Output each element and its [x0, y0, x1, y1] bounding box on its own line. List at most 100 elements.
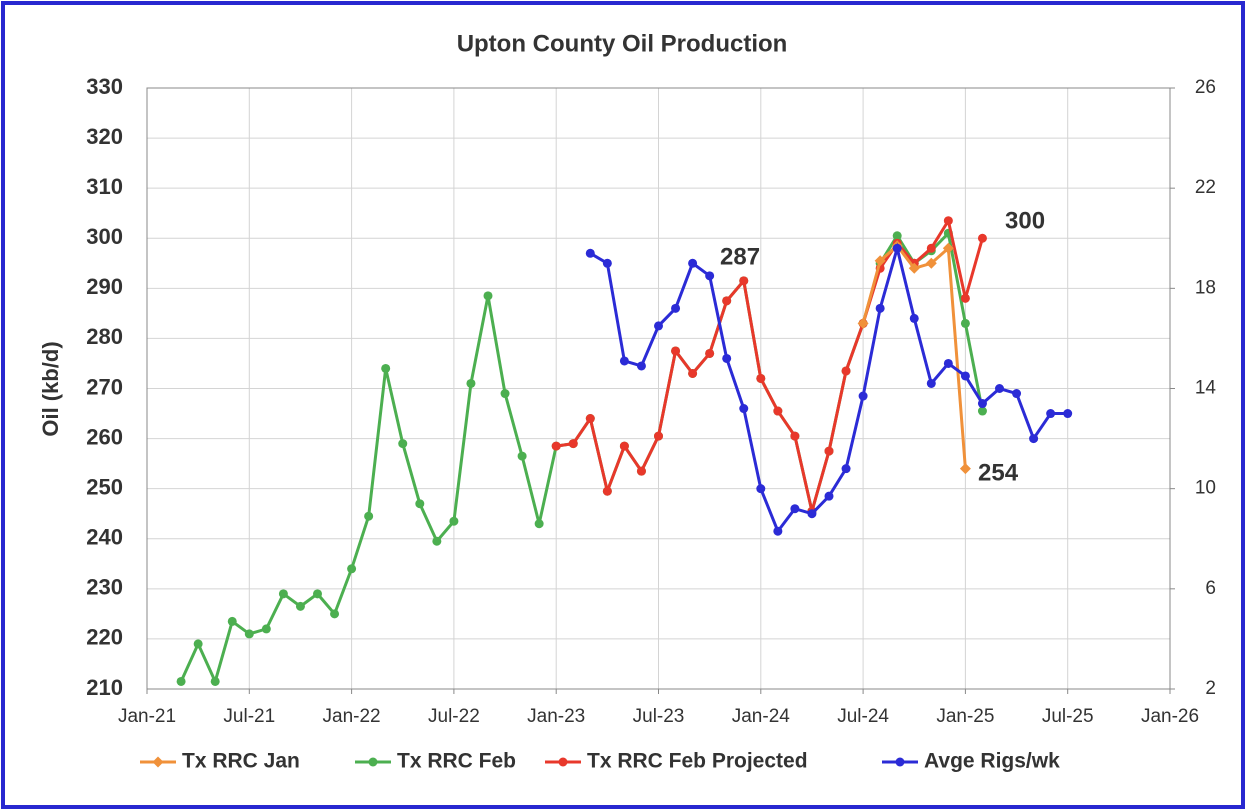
y-tick-label: 330	[86, 74, 123, 99]
marker	[977, 399, 987, 409]
x-tick-label: Jul-21	[223, 706, 275, 727]
y-tick-label: 240	[86, 525, 123, 550]
marker	[585, 248, 595, 258]
marker	[415, 499, 425, 509]
marker	[790, 504, 800, 514]
marker	[756, 484, 766, 494]
annotation: 287	[720, 243, 760, 270]
marker	[261, 624, 271, 634]
marker	[619, 356, 629, 366]
marker	[722, 353, 732, 363]
y2-tick-label: 26	[1195, 77, 1216, 98]
marker	[1046, 409, 1056, 419]
x-tick-label: Jan-23	[527, 706, 585, 727]
x-tick-label: Jan-26	[1141, 706, 1199, 727]
marker	[926, 243, 936, 253]
marker	[364, 511, 374, 521]
x-tick-label: Jan-21	[118, 706, 176, 727]
marker	[176, 676, 186, 686]
marker	[942, 242, 954, 254]
marker	[534, 519, 544, 529]
x-tick-label: Jan-24	[732, 706, 791, 727]
marker	[466, 378, 476, 388]
marker	[926, 378, 936, 388]
y-tick-label: 230	[86, 575, 123, 600]
marker	[193, 639, 203, 649]
y-axis-label: Oil (kb/d)	[38, 341, 63, 436]
marker	[995, 384, 1004, 393]
marker	[756, 373, 766, 383]
marker	[807, 509, 817, 519]
marker	[449, 516, 459, 526]
y-tick-label: 220	[86, 625, 123, 650]
marker	[313, 589, 322, 599]
y-tick-label: 270	[86, 374, 123, 399]
marker	[960, 371, 970, 381]
annotation: 300	[1005, 207, 1045, 234]
marker	[773, 406, 783, 416]
marker	[619, 441, 629, 451]
marker	[722, 296, 732, 306]
marker	[960, 293, 970, 303]
marker	[858, 391, 868, 401]
marker	[500, 389, 510, 399]
marker	[671, 346, 681, 356]
marker	[244, 629, 254, 639]
annotation: 254	[978, 459, 1019, 486]
marker	[739, 276, 749, 286]
marker	[210, 676, 220, 686]
marker	[1012, 389, 1022, 399]
chart-title: Upton County Oil Production	[457, 30, 788, 57]
y-tick-label: 210	[86, 675, 123, 700]
marker	[688, 258, 698, 268]
marker	[841, 464, 851, 474]
plot-border	[146, 87, 1171, 690]
marker	[152, 756, 164, 768]
x-tick-label: Jul-25	[1042, 706, 1094, 727]
marker	[1063, 409, 1073, 419]
x-tick-label: Jan-22	[323, 706, 381, 727]
marker	[585, 414, 595, 424]
marker	[1029, 434, 1039, 444]
marker	[432, 536, 442, 546]
marker	[892, 243, 902, 253]
y-tick-label: 290	[86, 274, 123, 299]
marker	[959, 463, 971, 475]
marker	[824, 491, 834, 501]
marker	[908, 262, 920, 274]
marker	[857, 317, 869, 329]
marker	[824, 446, 834, 456]
marker	[330, 609, 340, 619]
marker	[739, 404, 749, 414]
y2-tick-label: 14	[1195, 378, 1217, 399]
marker	[943, 358, 953, 368]
marker	[773, 526, 783, 536]
marker	[602, 258, 612, 268]
marker	[398, 439, 408, 449]
marker	[895, 757, 905, 767]
marker	[925, 257, 937, 269]
marker	[705, 348, 715, 358]
marker	[688, 368, 698, 378]
y-tick-label: 320	[86, 124, 123, 149]
marker	[551, 441, 561, 451]
marker	[558, 757, 568, 767]
marker	[875, 303, 885, 313]
marker	[977, 233, 987, 243]
y2-tick-label: 22	[1195, 177, 1216, 198]
marker	[368, 757, 378, 767]
marker	[943, 216, 953, 226]
y2-tick-label: 2	[1205, 678, 1216, 699]
marker	[654, 431, 663, 441]
x-tick-label: Jul-24	[837, 706, 889, 727]
x-tick-label: Jan-25	[936, 706, 994, 727]
marker	[347, 564, 357, 574]
marker	[227, 616, 237, 626]
legend-label: Tx RRC Feb Projected	[587, 750, 808, 773]
y2-tick-label: 18	[1195, 277, 1216, 298]
marker	[841, 366, 851, 376]
marker	[909, 313, 919, 323]
marker	[568, 439, 578, 449]
y-tick-label: 250	[86, 474, 123, 499]
